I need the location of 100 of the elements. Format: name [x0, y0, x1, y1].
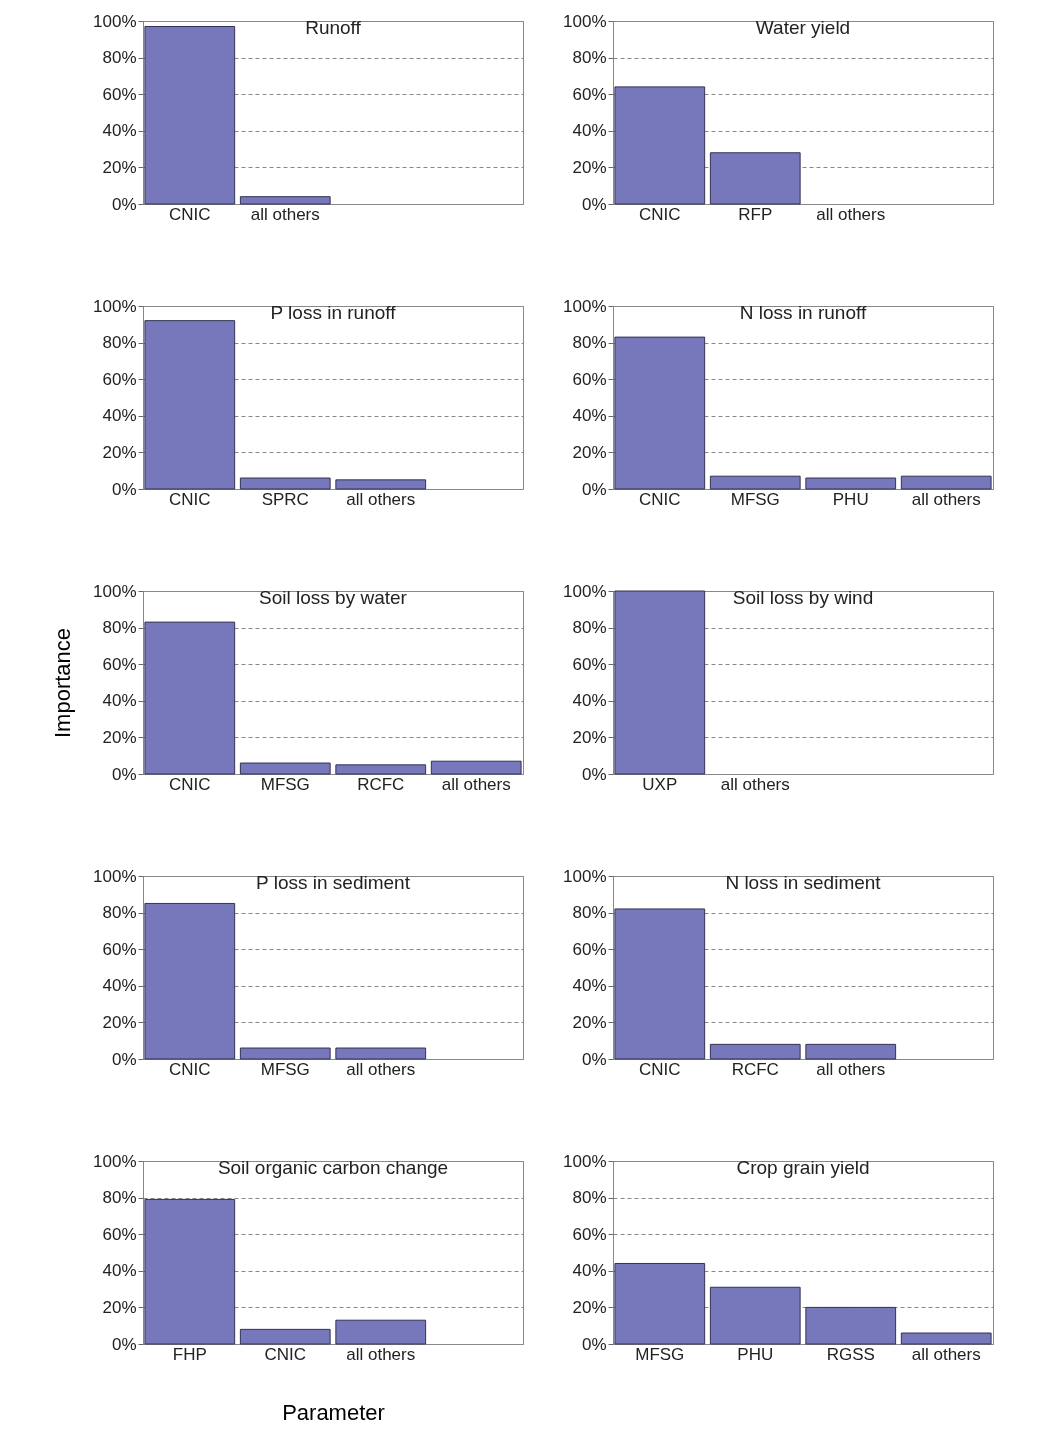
- y-tick-label: 40%: [572, 1261, 607, 1281]
- x-tick-label: RFP: [738, 204, 773, 224]
- y-tick-label: 0%: [111, 764, 137, 784]
- y-tick-label: 0%: [111, 1334, 137, 1354]
- y-tick-label: 40%: [102, 691, 137, 711]
- y-tick-label: 20%: [572, 1012, 607, 1032]
- y-tick-label: 0%: [111, 194, 137, 214]
- x-tick-label: PHU: [832, 489, 869, 509]
- bar: [335, 1319, 427, 1345]
- y-tick-label: 60%: [102, 654, 137, 674]
- x-tick-label: MFSG: [260, 774, 310, 794]
- y-tick-label: 100%: [563, 866, 607, 886]
- y-tick-label: 100%: [93, 866, 137, 886]
- x-tick-label: MFSG: [730, 489, 780, 509]
- x-tick-label: MFSG: [635, 1344, 685, 1364]
- y-tick-label: 0%: [581, 479, 607, 499]
- y-tick-label: 60%: [102, 1224, 137, 1244]
- y-tick-label: 60%: [572, 654, 607, 674]
- y-tick-label: 40%: [572, 691, 607, 711]
- y-tick-label: 80%: [102, 333, 137, 353]
- x-tick-label: all others: [346, 1344, 416, 1364]
- y-tick-label: 80%: [102, 618, 137, 638]
- y-axis-title: Importance: [50, 627, 76, 739]
- y-tick-label: 80%: [102, 1188, 137, 1208]
- y-tick-label: 60%: [572, 369, 607, 389]
- bar: [900, 1332, 992, 1345]
- chart-title: N loss in sediment: [725, 872, 882, 893]
- y-tick-label: 20%: [102, 442, 137, 462]
- bar: [144, 1198, 236, 1345]
- bar: [709, 475, 801, 490]
- y-tick-label: 60%: [102, 84, 137, 104]
- y-tick-label: 0%: [581, 1049, 607, 1069]
- y-tick-label: 20%: [102, 727, 137, 747]
- x-tick-label: FHP: [172, 1344, 207, 1364]
- y-tick-label: 20%: [572, 1297, 607, 1317]
- x-tick-label: CNIC: [639, 489, 681, 509]
- y-tick-label: 100%: [563, 1151, 607, 1171]
- y-tick-label: 100%: [93, 296, 137, 316]
- y-tick-label: 60%: [102, 369, 137, 389]
- y-tick-label: 0%: [581, 764, 607, 784]
- y-tick-label: 60%: [572, 939, 607, 959]
- bar: [144, 621, 236, 775]
- y-tick-label: 20%: [572, 442, 607, 462]
- y-tick-label: 40%: [572, 406, 607, 426]
- x-tick-label: CNIC: [639, 204, 681, 224]
- x-tick-label: all others: [911, 1344, 981, 1364]
- y-tick-label: 0%: [581, 194, 607, 214]
- y-tick-label: 60%: [572, 1224, 607, 1244]
- x-tick-label: all others: [816, 204, 886, 224]
- x-tick-label: all others: [720, 774, 790, 794]
- x-tick-label: all others: [911, 489, 981, 509]
- x-tick-label: UXP: [642, 774, 678, 794]
- x-tick-label: RCFC: [731, 1059, 779, 1079]
- y-tick-label: 80%: [572, 48, 607, 68]
- y-tick-label: 60%: [572, 84, 607, 104]
- y-tick-label: 20%: [572, 157, 607, 177]
- y-tick-label: 60%: [102, 939, 137, 959]
- x-tick-label: CNIC: [639, 1059, 681, 1079]
- y-tick-label: 80%: [572, 903, 607, 923]
- x-tick-label: SPRC: [261, 489, 309, 509]
- x-tick-label: PHU: [737, 1344, 774, 1364]
- bar: [144, 320, 236, 490]
- y-tick-label: 100%: [563, 581, 607, 601]
- y-tick-label: 0%: [581, 1334, 607, 1354]
- chart-title: P loss in runoff: [270, 302, 397, 323]
- bar: [805, 1306, 897, 1345]
- x-axis-title: Parameter: [282, 1399, 385, 1425]
- y-tick-label: 40%: [102, 406, 137, 426]
- y-tick-label: 80%: [102, 903, 137, 923]
- chart-title: Water yield: [755, 17, 851, 38]
- y-tick-label: 20%: [572, 727, 607, 747]
- y-tick-label: 80%: [102, 48, 137, 68]
- y-tick-label: 40%: [102, 976, 137, 996]
- y-tick-label: 20%: [102, 1012, 137, 1032]
- bar: [335, 764, 427, 775]
- y-tick-label: 20%: [102, 1297, 137, 1317]
- y-tick-label: 80%: [572, 618, 607, 638]
- bar: [900, 475, 992, 490]
- x-tick-label: all others: [441, 774, 511, 794]
- x-tick-label: all others: [346, 489, 416, 509]
- bar: [239, 762, 331, 775]
- y-tick-label: 40%: [572, 976, 607, 996]
- bar: [614, 1262, 706, 1345]
- bar: [239, 1328, 331, 1345]
- x-tick-label: all others: [346, 1059, 416, 1079]
- x-tick-label: CNIC: [169, 204, 211, 224]
- chart-title: Runoff: [305, 17, 362, 38]
- bar: [335, 479, 427, 490]
- bar: [709, 1286, 801, 1345]
- y-tick-label: 40%: [572, 121, 607, 141]
- x-tick-label: CNIC: [264, 1344, 307, 1364]
- chart-title: Crop grain yield: [736, 1157, 870, 1178]
- y-tick-label: 20%: [102, 157, 137, 177]
- bar: [430, 760, 522, 775]
- y-tick-label: 80%: [572, 1188, 607, 1208]
- x-tick-label: all others: [250, 204, 320, 224]
- x-tick-label: CNIC: [169, 1059, 211, 1079]
- y-tick-label: 100%: [563, 296, 607, 316]
- x-tick-label: all others: [816, 1059, 886, 1079]
- y-tick-label: 0%: [111, 1049, 137, 1069]
